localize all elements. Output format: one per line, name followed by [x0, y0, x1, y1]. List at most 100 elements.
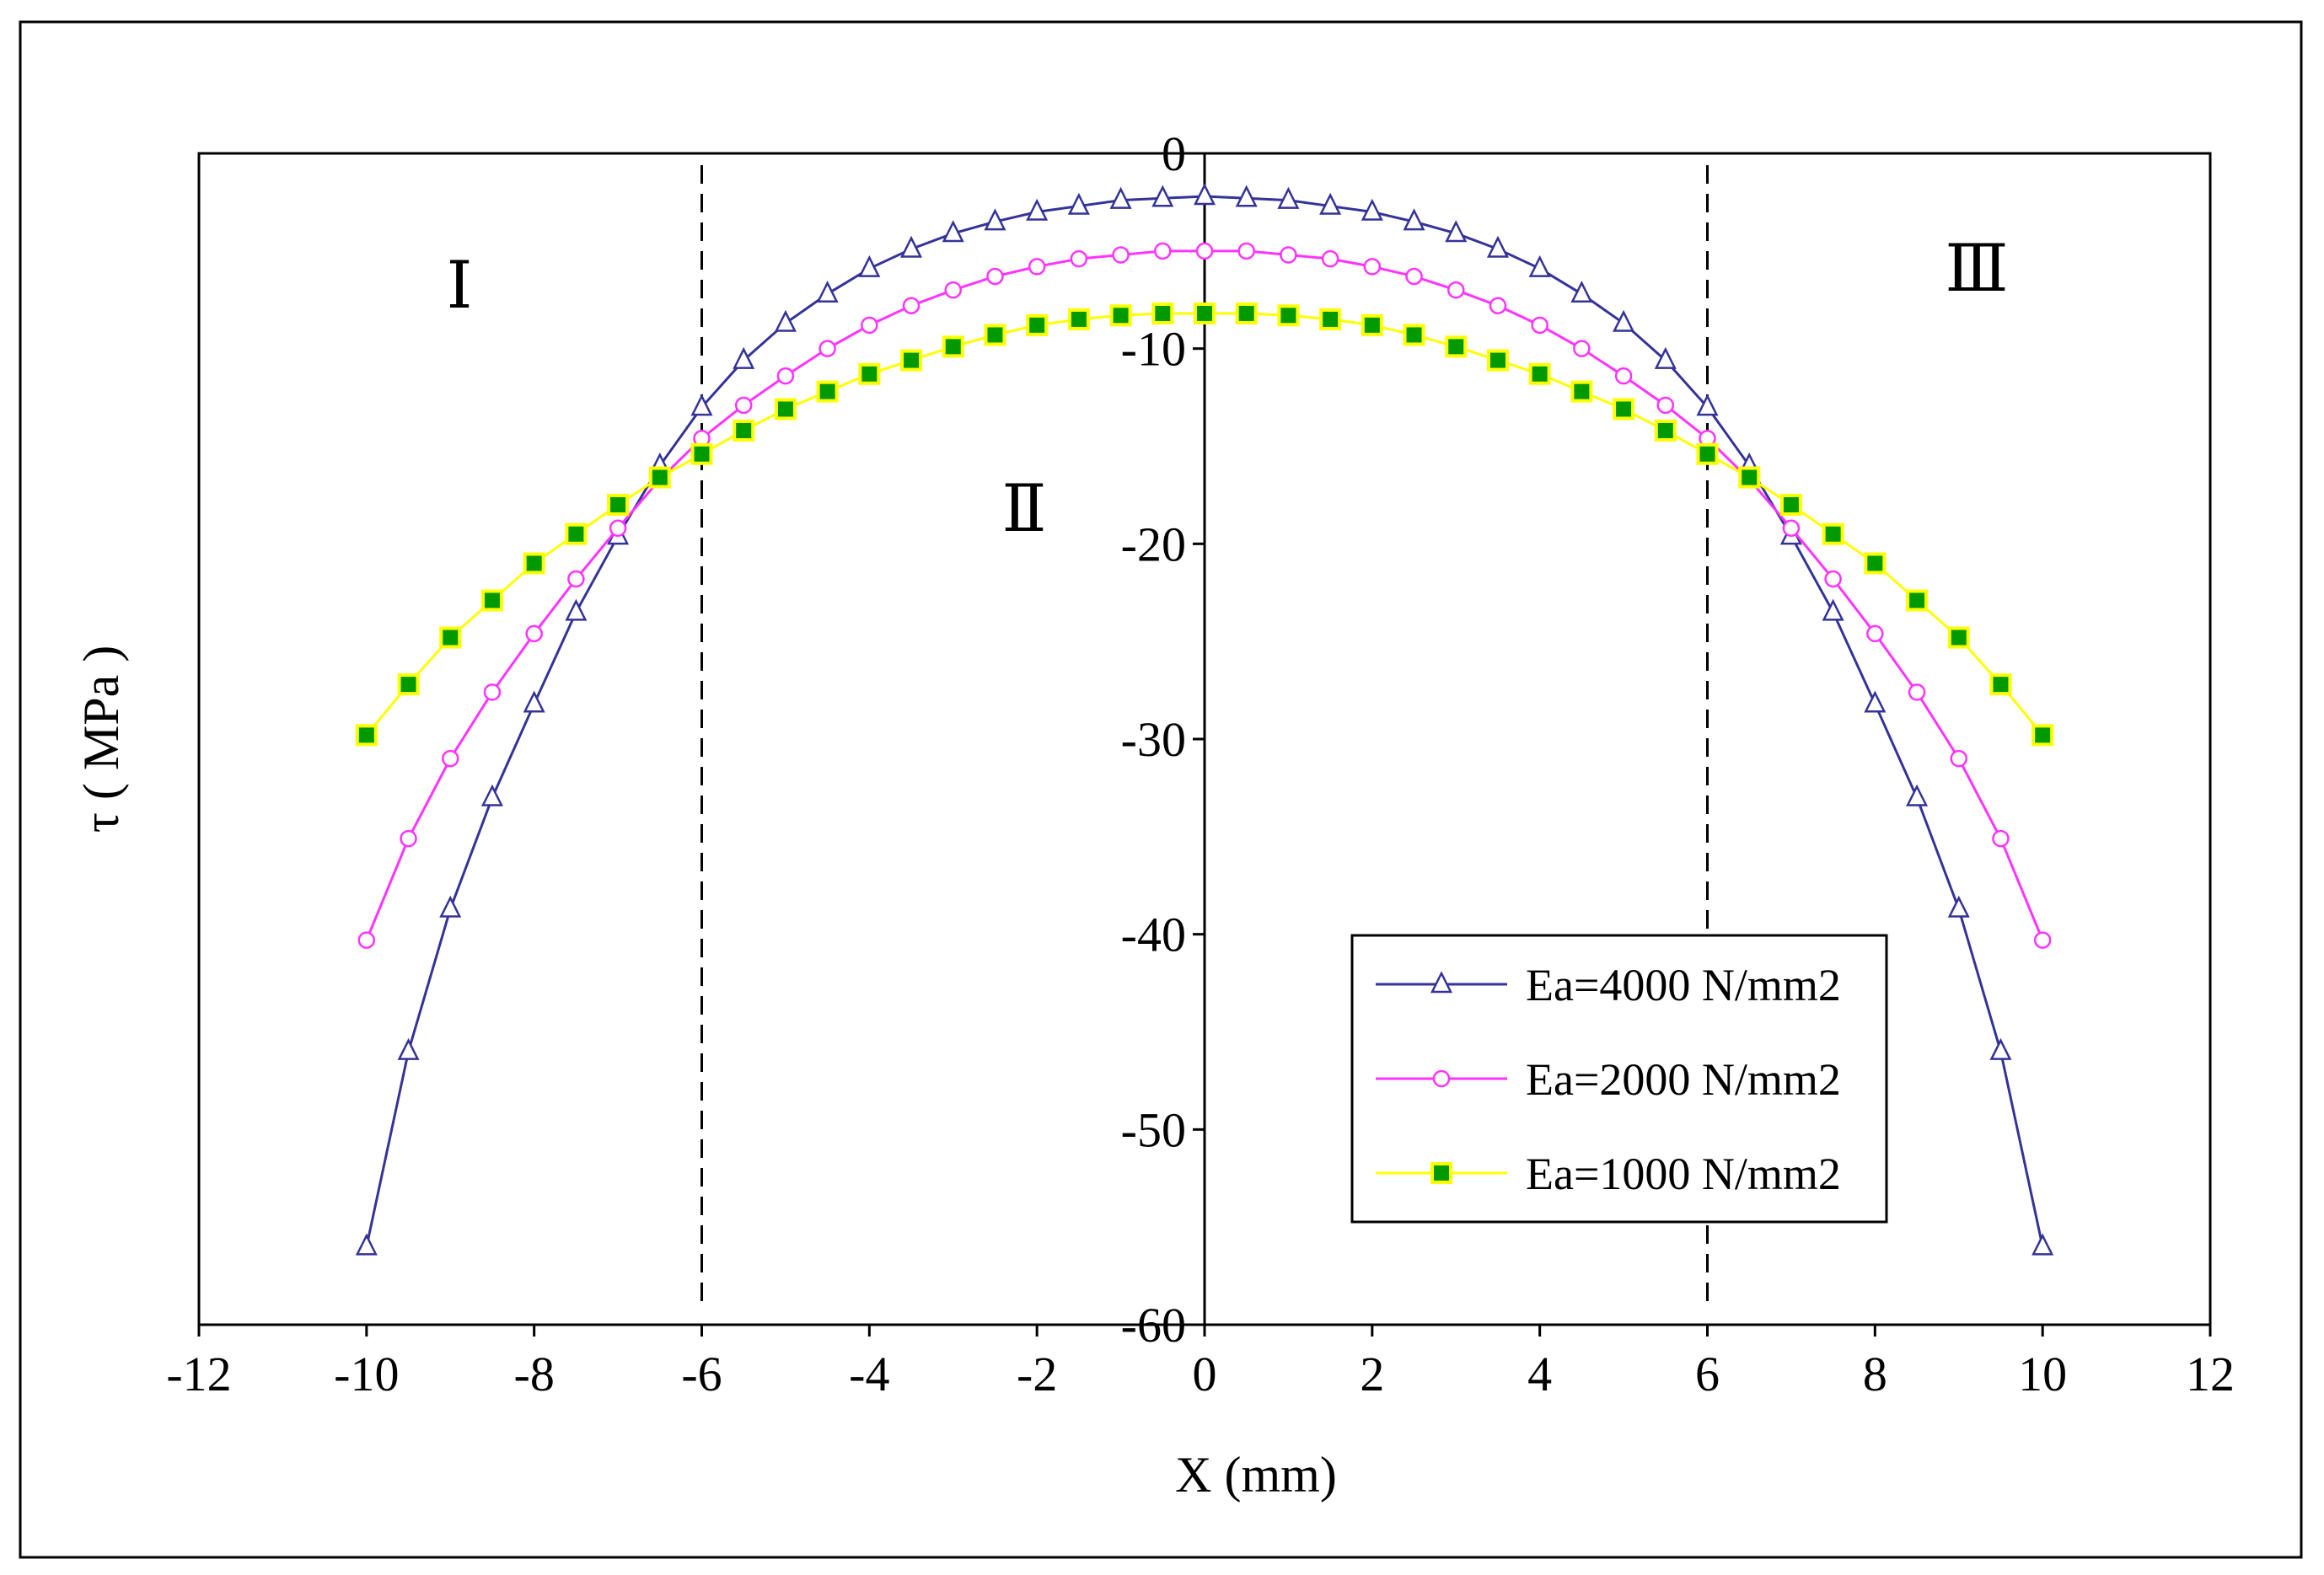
legend: Ea=4000 N/mm2 Ea=2000 N/mm2 Ea=1000 N/mm2	[1350, 934, 1888, 1224]
legend-marker	[1430, 971, 1453, 994]
x-tick-label: -8	[514, 1347, 555, 1401]
x-tick-label: -6	[681, 1347, 722, 1401]
data-point	[1613, 398, 1635, 421]
data-point	[607, 494, 630, 516]
data-point	[1070, 249, 1088, 268]
data-point	[858, 362, 881, 385]
data-point	[774, 398, 797, 421]
data-point	[1321, 249, 1339, 268]
x-tick-label: 8	[1863, 1347, 1887, 1401]
legend-label: Ea=2000 N/mm2	[1526, 1054, 1841, 1105]
data-point	[1363, 258, 1382, 276]
data-point	[900, 349, 923, 372]
legend-marker	[1432, 1069, 1451, 1088]
y-axis-title: τ ( MPa )	[73, 646, 129, 833]
series-layer	[355, 183, 2054, 1256]
region-label-1: Ⅰ	[447, 249, 473, 322]
legend-label: Ea=4000 N/mm2	[1526, 960, 1841, 1010]
y-tick-label: -60	[1121, 1298, 1186, 1353]
data-point	[1193, 183, 1216, 206]
data-point	[1950, 749, 1967, 768]
data-point	[1738, 466, 1761, 489]
data-point	[439, 895, 462, 918]
data-point	[1573, 340, 1591, 357]
data-point	[1447, 281, 1465, 299]
data-point	[483, 683, 502, 701]
data-point	[609, 519, 627, 538]
data-point	[1445, 220, 1468, 243]
data-point	[567, 570, 585, 588]
data-point	[1779, 494, 1802, 516]
data-point	[565, 522, 588, 545]
data-point	[1654, 419, 1677, 442]
data-point	[2031, 724, 2054, 747]
data-point	[1822, 598, 1844, 621]
data-point	[1654, 346, 1677, 369]
data-point	[1906, 784, 1929, 806]
data-point	[984, 324, 1006, 346]
data-point	[1154, 242, 1172, 260]
data-point	[1486, 235, 1509, 258]
data-point	[734, 396, 753, 415]
data-point	[1613, 309, 1635, 332]
data-point	[858, 254, 881, 277]
data-point	[2031, 1233, 2054, 1256]
data-point	[400, 829, 417, 848]
y-tick-label: -40	[1121, 908, 1186, 962]
data-point	[355, 724, 378, 747]
data-point	[776, 367, 795, 385]
data-point	[1403, 208, 1425, 231]
data-point	[1151, 185, 1174, 207]
data-point	[1864, 690, 1887, 713]
data-point	[1405, 267, 1423, 286]
data-point	[1235, 302, 1258, 324]
x-tick-label: -4	[849, 1347, 889, 1401]
y-tick-label: -50	[1121, 1102, 1186, 1157]
data-point	[861, 316, 878, 335]
x-tick-label: -10	[334, 1347, 399, 1401]
data-point	[1489, 297, 1507, 314]
data-point	[397, 1037, 420, 1060]
data-point	[355, 1233, 378, 1256]
data-point	[1614, 367, 1633, 385]
data-point	[900, 235, 923, 258]
data-point	[1195, 242, 1214, 260]
data-point	[525, 624, 543, 643]
data-point	[397, 673, 420, 696]
legend-label: Ea=1000 N/mm2	[1526, 1149, 1841, 1199]
data-point	[1028, 258, 1046, 276]
data-point	[816, 380, 839, 403]
data-point	[1319, 192, 1342, 215]
data-point	[1067, 192, 1090, 215]
data-point	[1026, 198, 1049, 221]
data-point	[1947, 895, 1970, 918]
data-point	[1361, 313, 1383, 336]
data-point	[1194, 302, 1216, 324]
region-label-2: Ⅱ	[1001, 472, 1046, 545]
y-tick-label: -10	[1121, 322, 1186, 377]
data-point	[1822, 522, 1844, 545]
y-tick-label: -20	[1121, 517, 1186, 571]
x-tick-label: 4	[1527, 1347, 1552, 1401]
data-point	[1486, 349, 1509, 372]
data-point	[1696, 442, 1719, 465]
data-point	[1237, 242, 1255, 260]
data-point	[1026, 313, 1049, 336]
data-point	[1067, 308, 1090, 330]
data-point	[1992, 829, 2010, 848]
data-point	[2033, 931, 2052, 949]
data-point	[1235, 185, 1258, 207]
data-point	[1570, 380, 1593, 403]
y-tick-label: 0	[1162, 126, 1186, 181]
data-point	[733, 419, 755, 442]
data-point	[1151, 302, 1174, 324]
data-point	[902, 297, 920, 314]
x-tick-label: -12	[166, 1347, 231, 1401]
x-axis-ticks: -12 -10 -8 -6 -4 -2 0 2 4 6 8 10 12	[166, 1325, 2235, 1401]
data-point	[1570, 281, 1593, 303]
data-point	[1361, 198, 1383, 221]
data-point	[1277, 186, 1300, 209]
data-point	[1696, 394, 1719, 416]
